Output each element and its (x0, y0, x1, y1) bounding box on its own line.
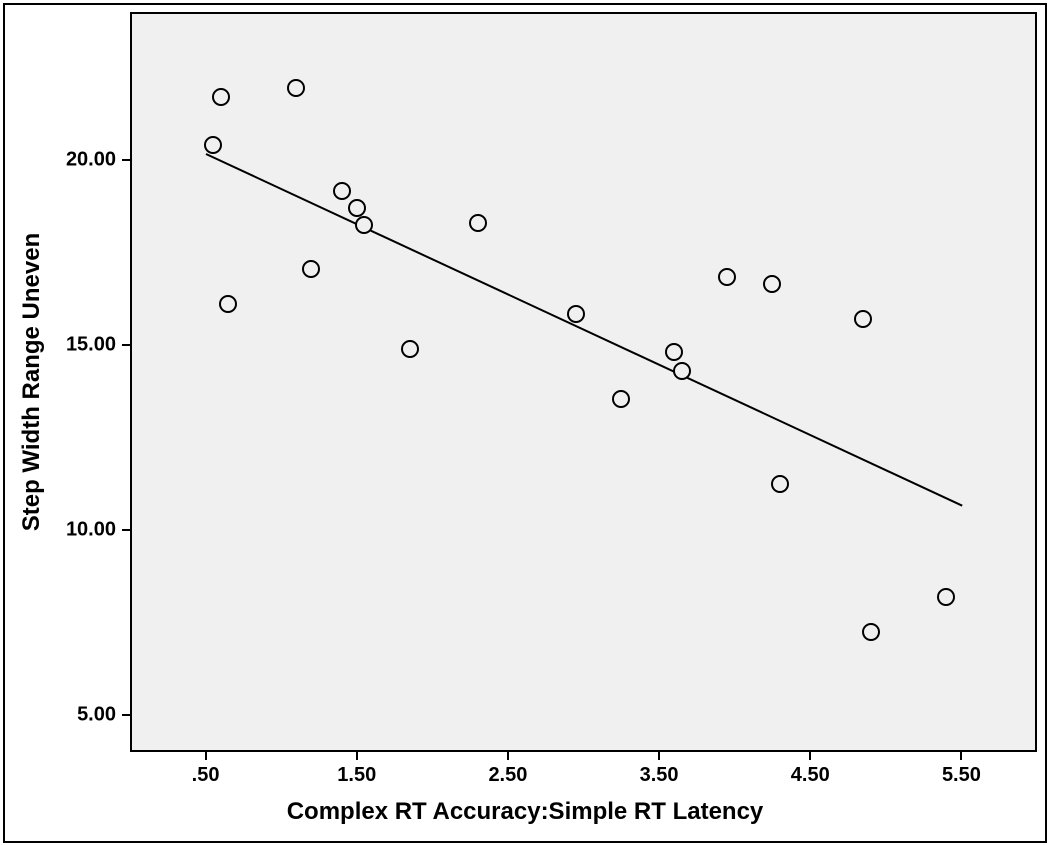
data-point (567, 305, 585, 323)
data-point (401, 340, 419, 358)
x-tick-label: 3.50 (640, 764, 679, 787)
x-tick-label: 5.50 (942, 764, 981, 787)
x-axis-label: Complex RT Accuracy:Simple RT Latency (0, 798, 1050, 826)
data-point (673, 362, 691, 380)
data-point (771, 475, 789, 493)
data-point (212, 88, 230, 106)
x-tick-label: 4.50 (791, 764, 830, 787)
data-point (219, 295, 237, 313)
y-axis-label: Step Width Range Uneven (18, 233, 46, 531)
data-point (355, 216, 373, 234)
x-tick (960, 752, 962, 760)
x-tick-label: 2.50 (488, 764, 527, 787)
y-tick (122, 529, 130, 531)
y-tick (122, 344, 130, 346)
data-point (854, 310, 872, 328)
x-tick-label: .50 (192, 764, 220, 787)
y-tick-label: 10.00 (66, 519, 116, 542)
x-tick (809, 752, 811, 760)
data-point (718, 268, 736, 286)
x-tick (356, 752, 358, 760)
data-point (665, 343, 683, 361)
x-tick (507, 752, 509, 760)
x-tick (205, 752, 207, 760)
data-point (612, 390, 630, 408)
data-point (204, 136, 222, 154)
plot-area (130, 12, 1037, 752)
y-tick-label: 20.00 (66, 149, 116, 172)
data-point (348, 199, 366, 217)
data-point (287, 79, 305, 97)
data-point (862, 623, 880, 641)
scatter-chart-figure: Step Width Range Uneven Complex RT Accur… (0, 0, 1050, 845)
data-point (937, 588, 955, 606)
y-tick-label: 15.00 (66, 334, 116, 357)
y-tick (122, 714, 130, 716)
data-point (333, 182, 351, 200)
data-point (302, 260, 320, 278)
data-point (763, 275, 781, 293)
y-tick (122, 159, 130, 161)
x-tick (658, 752, 660, 760)
data-point (469, 214, 487, 232)
x-tick-label: 1.50 (337, 764, 376, 787)
y-tick-label: 5.00 (77, 704, 116, 727)
